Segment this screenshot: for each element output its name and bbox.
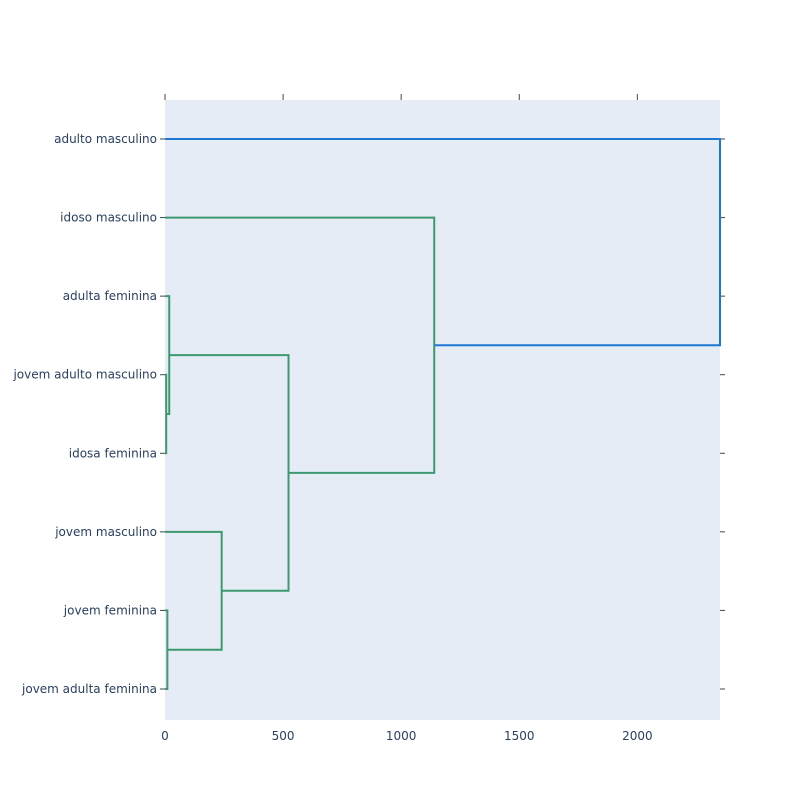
x-tick-label: 1500 [504, 729, 535, 743]
leaf-label: jovem adulta feminina [21, 682, 157, 696]
x-tick-label: 500 [272, 729, 295, 743]
x-axis-tick-labels: 0 500 1000 1500 2000 [161, 729, 652, 743]
leaf-label: idoso masculino [60, 211, 157, 225]
leaf-label: jovem adulto masculino [12, 368, 157, 382]
leaf-label: jovem masculino [54, 525, 157, 539]
dendrogram-link [165, 138, 721, 347]
x-tick-label: 1000 [386, 729, 417, 743]
top-ticks [164, 94, 638, 100]
leaf-label: jovem feminina [63, 603, 157, 617]
plot-background [165, 100, 720, 720]
x-tick-label: 0 [161, 729, 169, 743]
leaf-label: adulto masculino [54, 132, 157, 146]
leaf-label: idosa feminina [69, 446, 157, 460]
leaf-labels: adulto masculino idoso masculino adulta fe… [12, 132, 157, 696]
leaf-label: adulta feminina [63, 289, 157, 303]
leaf-ticks [160, 138, 165, 690]
x-tick-label: 2000 [622, 729, 653, 743]
dendrogram-links [165, 138, 721, 690]
